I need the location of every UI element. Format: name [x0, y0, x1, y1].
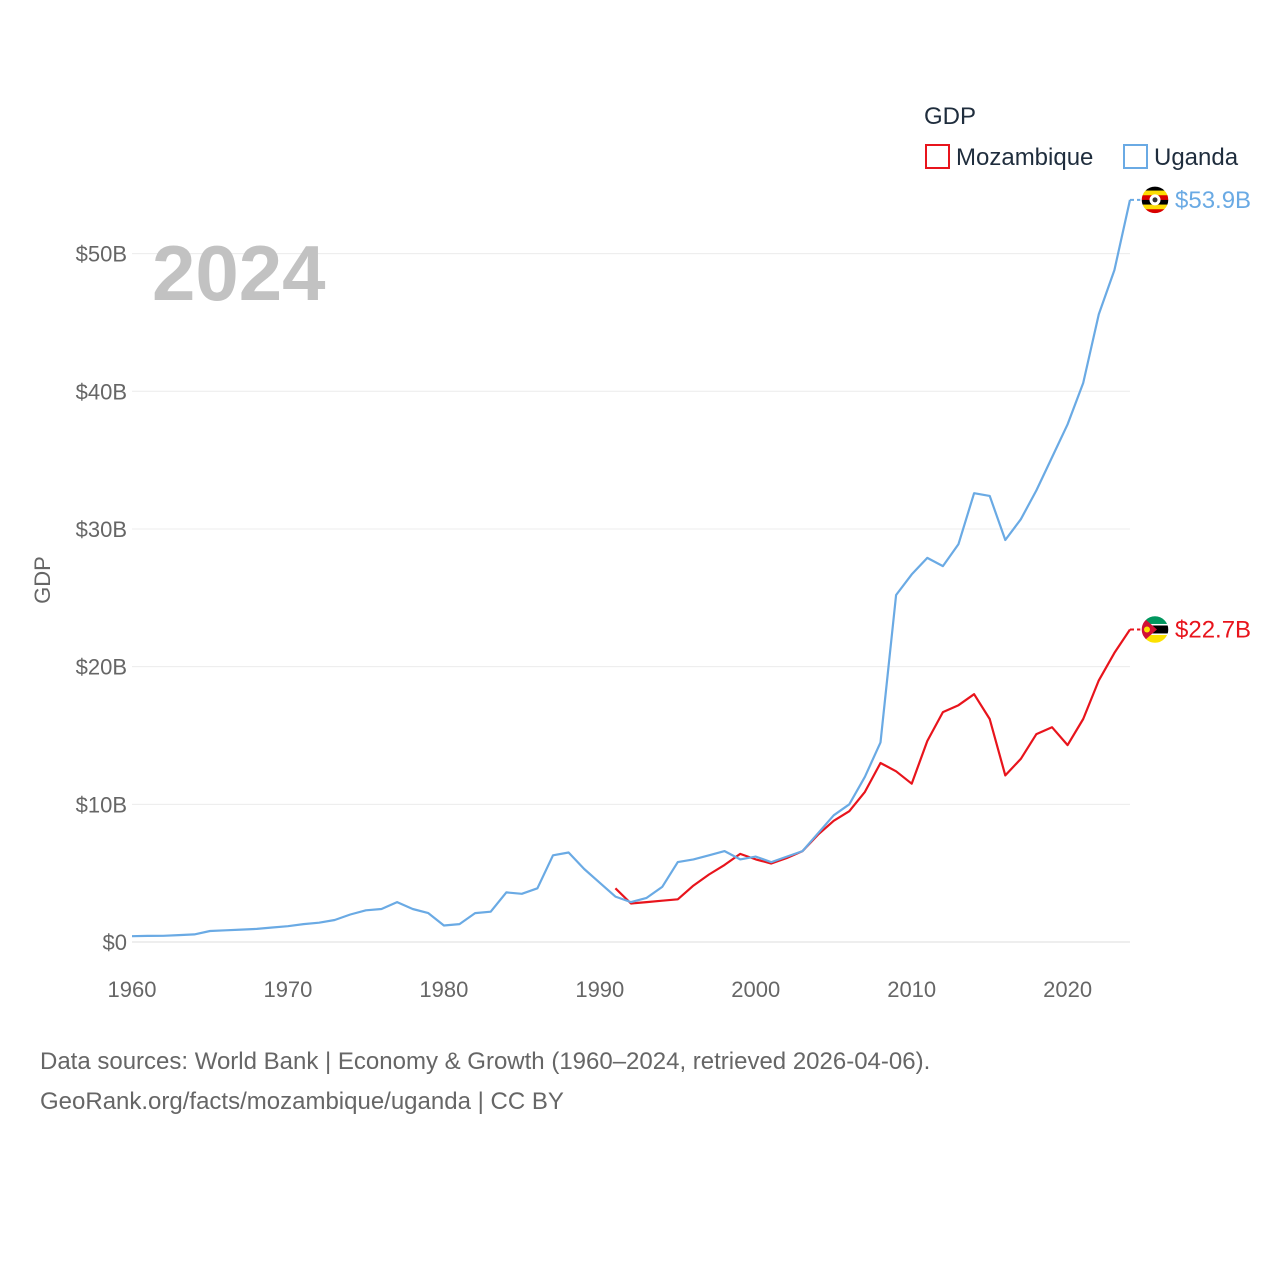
series-line-uganda	[131, 199, 1132, 938]
flag-ring	[1140, 614, 1170, 645]
legend-label: Mozambique	[956, 144, 1093, 171]
y-tick-label: $40B	[76, 379, 127, 404]
y-tick-label: $0	[103, 930, 127, 955]
y-axis-title: GDP	[30, 556, 55, 604]
source-line: Data sources: World Bank | Economy & Gro…	[40, 1048, 931, 1075]
x-tick-label: 2000	[731, 977, 780, 1002]
y-tick-label: $30B	[76, 517, 127, 542]
series-lines	[131, 199, 1132, 938]
x-tick-label: 1960	[108, 977, 157, 1002]
y-tick-label: $20B	[76, 655, 127, 680]
x-tick-label: 1970	[263, 977, 312, 1002]
legend-item-uganda[interactable]: Uganda	[1123, 144, 1239, 171]
series-line-mozambique	[614, 628, 1131, 905]
data-source-note: Data sources: World Bank | Economy & Gro…	[40, 1042, 930, 1122]
flag-ring	[1140, 185, 1170, 215]
end-value-label-uganda: $53.9B	[1175, 187, 1251, 214]
uganda-flag-icon	[1141, 185, 1169, 214]
gridlines	[132, 253, 1130, 943]
end-value-label-mozambique: $22.7B	[1175, 616, 1251, 643]
legend: GDP Mozambique Uganda	[924, 103, 1239, 171]
x-tick-label: 2010	[887, 977, 936, 1002]
legend-swatch	[1123, 144, 1148, 169]
x-tick-label: 1990	[575, 977, 624, 1002]
x-tick-label: 2020	[1043, 977, 1092, 1002]
y-tick-label: $10B	[76, 792, 127, 817]
legend-items: Mozambique Uganda	[925, 144, 1239, 171]
y-tick-label: $50B	[76, 242, 127, 267]
current-year-label: 2024	[152, 229, 326, 317]
source-url-line[interactable]: GeoRank.org/facts/mozambique/uganda | CC…	[40, 1088, 564, 1115]
legend-label: Uganda	[1154, 144, 1239, 171]
legend-title: GDP	[924, 103, 976, 130]
end-markers: $22.7B $53.9B	[1130, 185, 1251, 645]
y-axis-ticks: $0 $10B $20B $30B $40B $50B	[76, 242, 127, 955]
legend-swatch	[925, 144, 950, 169]
x-axis-ticks: 1960 1970 1980 1990 2000 2010 2020	[108, 977, 1093, 1002]
x-tick-label: 1980	[419, 977, 468, 1002]
legend-item-mozambique[interactable]: Mozambique	[925, 144, 1093, 171]
mozambique-flag-icon	[1141, 615, 1169, 644]
